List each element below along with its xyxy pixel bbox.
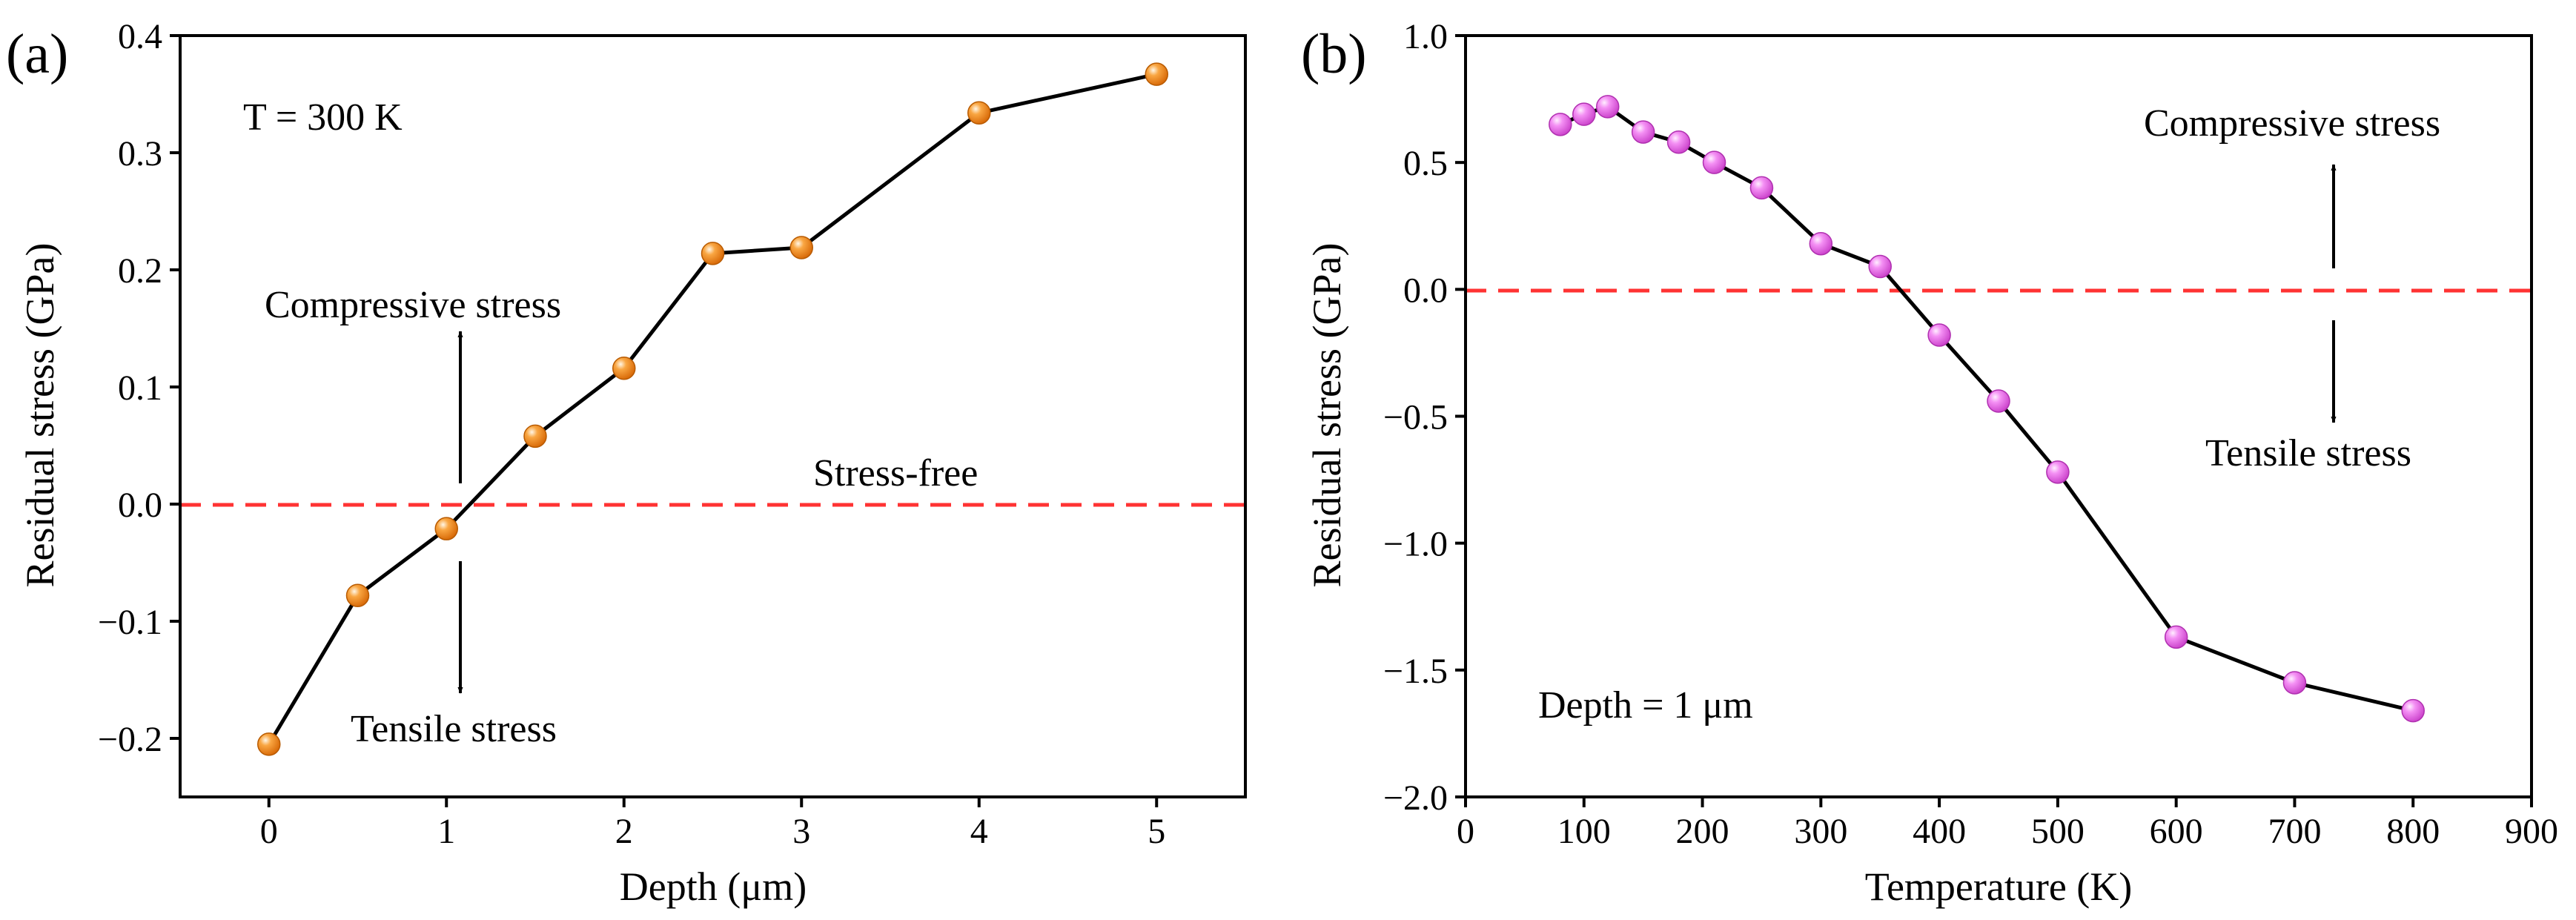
x-tick-label: 900	[2505, 812, 2558, 851]
x-axis-title-b: Temperature (K)	[1865, 864, 2133, 909]
data-point	[523, 424, 547, 449]
y-axis-title-b: Residual stress (GPa)	[1305, 243, 1349, 588]
data-point	[2401, 698, 2425, 723]
y-tick-label: −2.0	[1383, 778, 1448, 818]
data-point	[1749, 176, 1774, 200]
data-point	[1145, 62, 1168, 86]
data-point	[2046, 460, 2070, 484]
y-tick-label: 0.0	[118, 486, 162, 525]
panel-b: (b) 0 100 200 300 400 500 600 700 800 900 −2.0 −1.5…	[1301, 17, 2558, 909]
x-tick-label: 600	[2150, 812, 2203, 851]
x-tick-label: 200	[1676, 812, 1729, 851]
data-point	[2282, 671, 2307, 695]
y-tick-label: 0.2	[118, 251, 162, 291]
data-point	[1595, 95, 1620, 119]
x-tick-label: 5	[1148, 812, 1165, 851]
x-tick-label: 500	[2031, 812, 2085, 851]
y-tick-label: −0.5	[1383, 398, 1448, 437]
y-tick-label: 0.0	[1403, 271, 1448, 310]
tensile-label-b: Tensile stress	[2205, 432, 2411, 474]
markers-a	[257, 62, 1168, 756]
ticks-b: 0 100 200 300 400 500 600 700 800 900 −2.0 −1.5 −1.0…	[1383, 17, 2558, 851]
y-tick-label: −0.1	[98, 603, 162, 642]
x-tick-label: 1	[437, 812, 455, 851]
data-point	[701, 242, 725, 265]
data-point	[1702, 150, 1726, 174]
compressive-label-a: Compressive stress	[265, 284, 561, 326]
ticks-a: 0 1 2 3 4 5 −0.2 −0.1 0.0 0.1 0.2 0.3 0.4	[98, 17, 1165, 851]
tensile-label-a: Tensile stress	[351, 708, 557, 750]
svg-text:Residual stress (GPa): Residual stress (GPa)	[1305, 243, 1349, 588]
y-tick-label: −1.0	[1383, 525, 1448, 564]
x-tick-label: 400	[1913, 812, 1966, 851]
x-axis-title-a: Depth (μm)	[620, 864, 807, 909]
y-tick-label: 0.1	[118, 368, 162, 408]
series-line-b	[1559, 105, 2414, 713]
x-tick-label: 4	[970, 812, 988, 851]
data-point	[2164, 625, 2188, 649]
data-point	[1987, 389, 2010, 413]
x-tick-label: 300	[1794, 812, 1847, 851]
data-point	[967, 101, 991, 125]
data-point	[1927, 323, 1951, 347]
data-point	[1549, 113, 1572, 136]
condition-label-b: Depth = 1 μm	[1538, 684, 1753, 727]
series-line-a	[267, 72, 1157, 746]
condition-label-a: T = 300 K	[243, 96, 403, 139]
data-point	[1868, 254, 1892, 279]
x-tick-label: 2	[615, 812, 633, 851]
x-tick-label: 0	[1457, 812, 1474, 851]
x-tick-label: 100	[1557, 812, 1611, 851]
data-point	[1809, 231, 1833, 256]
panel-a: (a) 0 1 2 3 4 5 −0.2 −0.1 0.0 0.1 0.2 0.3 0.4 Residu…	[6, 17, 1247, 909]
data-point	[345, 583, 370, 607]
svg-text:Residual stress (GPa): Residual stress (GPa)	[18, 243, 62, 588]
data-point	[789, 236, 813, 259]
y-tick-label: 1.0	[1403, 17, 1448, 56]
data-point	[1631, 120, 1655, 144]
panel-label-b: (b)	[1301, 23, 1367, 85]
plot-frame-b	[1464, 34, 2533, 798]
data-point	[1666, 130, 1691, 154]
y-tick-label: 0.5	[1403, 144, 1448, 183]
data-point	[434, 517, 458, 540]
y-tick-label: 0.3	[118, 134, 162, 173]
panel-label-a: (a)	[6, 23, 68, 85]
data-point	[612, 356, 636, 380]
y-tick-label: −1.5	[1383, 652, 1448, 691]
stress-free-label: Stress-free	[813, 452, 978, 494]
y-tick-label: 0.4	[118, 17, 162, 56]
x-tick-label: 700	[2268, 812, 2321, 851]
compressive-label-b: Compressive stress	[2144, 102, 2440, 145]
y-tick-label: −0.2	[98, 720, 162, 759]
markers-b	[1549, 95, 2425, 723]
x-tick-label: 0	[260, 812, 278, 851]
y-axis-title-a: Residual stress (GPa)	[18, 243, 62, 588]
plot-frame-a	[179, 34, 1247, 798]
x-tick-label: 800	[2386, 812, 2440, 851]
data-point	[1572, 102, 1596, 126]
data-point	[257, 732, 281, 756]
x-tick-label: 3	[792, 812, 810, 851]
